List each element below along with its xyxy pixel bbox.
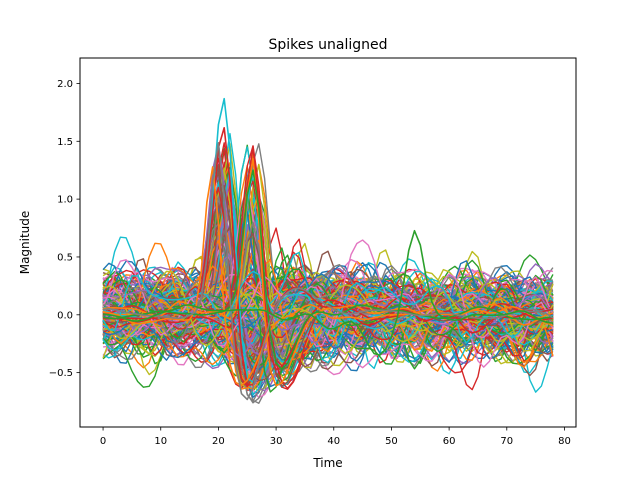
x-tick-label: 20 <box>212 436 225 447</box>
y-axis: −0.5 0.0 0.5 1.0 1.5 2.0 <box>49 79 80 379</box>
spike-trace <box>102 169 554 371</box>
spike-traces <box>102 97 554 404</box>
spike-trace <box>102 266 554 349</box>
x-tick-label: 0 <box>100 436 106 447</box>
x-axis-label: Time <box>312 456 342 470</box>
plot-frame <box>79 57 577 428</box>
y-tick-label: −0.5 <box>49 368 73 379</box>
y-tick-label: 1.5 <box>57 137 73 148</box>
x-axis: 0 10 20 30 40 50 60 70 80 <box>100 427 571 447</box>
x-tick-label: 30 <box>270 436 283 447</box>
y-tick-label: 0.0 <box>57 310 73 321</box>
y-tick-label: 1.0 <box>57 195 73 206</box>
spike-trace <box>103 97 554 384</box>
spike-trace <box>102 270 554 344</box>
x-tick-label: 70 <box>500 436 513 447</box>
spike-trace <box>102 266 554 358</box>
spike-trace <box>102 157 554 387</box>
spike-trace <box>102 142 554 401</box>
spike-trace <box>102 273 554 348</box>
x-tick-label: 10 <box>154 436 167 447</box>
spike-trace <box>103 292 554 342</box>
y-tick-label: 2.0 <box>57 79 73 90</box>
spike-trace <box>102 229 554 356</box>
x-tick-label: 60 <box>443 436 456 447</box>
spike-trace <box>102 166 554 387</box>
x-tick-label: 50 <box>385 436 398 447</box>
x-tick-label: 80 <box>558 436 571 447</box>
x-tick-label: 40 <box>327 436 340 447</box>
y-axis-label: Magnitude <box>18 211 32 275</box>
y-tick-label: 0.5 <box>57 252 73 263</box>
chart-title: Spikes unaligned <box>269 37 388 53</box>
